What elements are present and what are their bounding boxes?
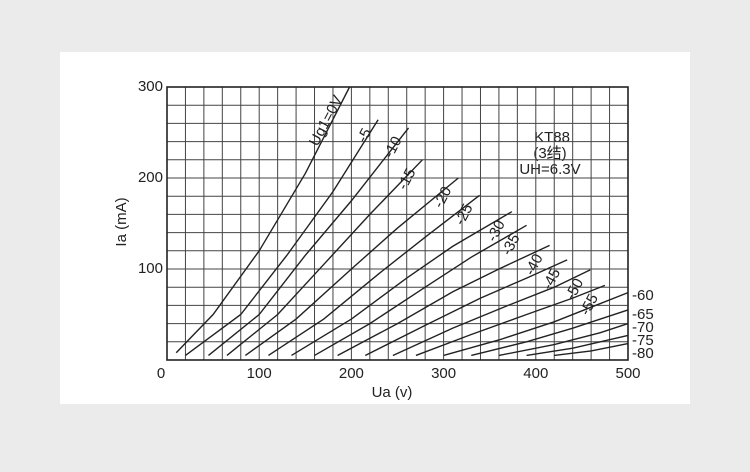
curve [392, 269, 591, 357]
curve [244, 177, 459, 357]
x-tick-label: 0 [157, 365, 165, 382]
curve [471, 309, 629, 357]
curve [364, 259, 568, 357]
y-tick-label: 300 [138, 78, 163, 95]
curve [208, 127, 410, 356]
annotation: KT88 [534, 129, 570, 146]
series-label: -70 [632, 319, 654, 336]
curve [226, 159, 423, 356]
x-tick-label: 300 [431, 365, 456, 382]
curve [554, 342, 629, 357]
y-tick-label: 200 [138, 169, 163, 186]
x-tick-label: 200 [339, 365, 364, 382]
x-axis-label: Ua (v) [372, 384, 413, 401]
curve [185, 119, 379, 357]
y-tick-label: 100 [138, 260, 163, 277]
x-tick-label: 500 [615, 365, 640, 382]
curve [314, 224, 527, 357]
series-label: -80 [632, 345, 654, 362]
x-tick-label: 400 [523, 365, 548, 382]
curve [175, 86, 351, 354]
series-label: -65 [632, 306, 654, 323]
annotation: (3结) [533, 145, 566, 162]
curve [291, 211, 513, 357]
curve [337, 244, 550, 357]
x-tick-label: 100 [247, 365, 272, 382]
annotation: UH=6.3V [519, 161, 580, 178]
plot-border [166, 86, 629, 361]
curve [498, 322, 629, 357]
y-axis-label: Ia (mA) [113, 197, 130, 246]
curve [415, 284, 606, 357]
series-label: -75 [632, 332, 654, 349]
curve [268, 194, 480, 357]
curve [443, 292, 629, 357]
series-label: -60 [632, 287, 654, 304]
curve [526, 334, 629, 357]
